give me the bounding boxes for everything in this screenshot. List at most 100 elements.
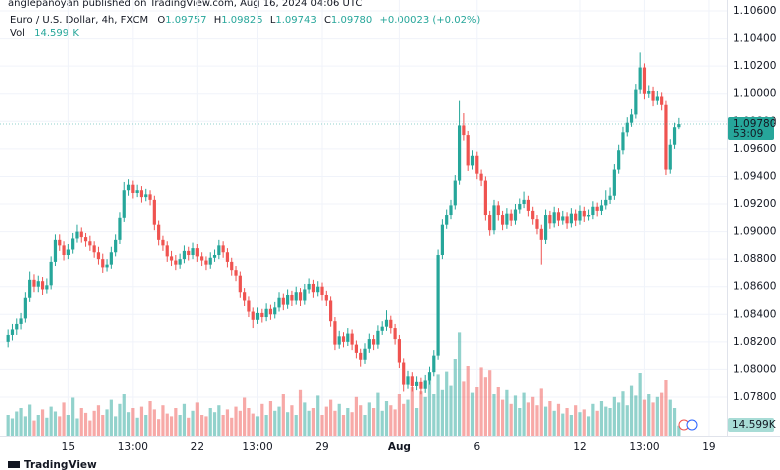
ohlc-label: C — [324, 15, 331, 26]
volume-bar — [539, 388, 543, 436]
volume-bar — [423, 396, 427, 436]
candle-body — [453, 180, 457, 206]
volume-bar — [599, 401, 604, 436]
candle-body — [367, 339, 371, 349]
candle-body — [122, 190, 126, 218]
volume-bar — [135, 417, 139, 436]
volume-bar — [440, 389, 444, 436]
volume-bar — [273, 410, 277, 436]
volume-bar — [462, 381, 466, 436]
candle-body — [329, 300, 333, 322]
volume-tag — [728, 418, 774, 432]
candle-body — [660, 96, 664, 105]
volume-bar — [578, 412, 582, 436]
volume-bar — [23, 416, 27, 436]
volume-bar — [582, 409, 586, 436]
volume-bar — [363, 415, 367, 436]
candle-body — [191, 248, 195, 256]
candle-body — [101, 259, 105, 268]
volume-bar — [389, 405, 393, 436]
volume-bar — [668, 399, 672, 436]
candle-body — [414, 381, 419, 386]
x-tick-label: 13:00 — [118, 441, 148, 453]
volume-bar — [303, 402, 307, 436]
candle-body — [157, 224, 161, 240]
candle-body — [346, 333, 350, 342]
volume-bar — [118, 403, 122, 436]
volume-bar — [543, 406, 548, 436]
volume-bar — [449, 385, 453, 436]
candle-body — [79, 231, 83, 238]
change-value: +0.00023 (+0.02%) — [379, 15, 480, 26]
volume-bar — [470, 392, 475, 436]
candle-body — [350, 333, 354, 345]
volume-bar — [238, 410, 242, 436]
candle-body — [148, 194, 152, 200]
candle-body — [440, 224, 444, 256]
volume-bar — [15, 411, 19, 436]
volume-bar — [660, 392, 664, 436]
volume-bar — [316, 395, 320, 436]
candle-body — [423, 380, 427, 389]
volume-bar — [522, 392, 526, 436]
x-tick-label: 22 — [191, 441, 204, 453]
candles-layer — [6, 52, 681, 395]
candle-body — [320, 286, 324, 295]
candle-body — [144, 194, 148, 198]
volume-bar — [152, 409, 156, 436]
volume-bar — [58, 416, 62, 436]
brand-name: TradingView — [24, 459, 97, 470]
candle-body — [277, 297, 281, 308]
y-tick-label: 1.07800 — [733, 391, 776, 403]
volume-bar — [384, 401, 389, 436]
volume-bar — [174, 408, 178, 436]
candle-body — [32, 279, 36, 287]
volume-bar — [294, 415, 298, 436]
candle-body — [23, 297, 27, 319]
volume-bar — [264, 415, 268, 436]
volume-bar — [445, 371, 449, 436]
candle-body — [535, 219, 539, 229]
candle-body — [204, 260, 208, 265]
candle-body — [655, 96, 659, 101]
candle-body — [298, 292, 303, 301]
volume-bar — [672, 408, 677, 436]
candle-body — [668, 144, 672, 170]
candle-body — [62, 245, 66, 256]
volume-bar — [169, 416, 174, 436]
candle-body — [66, 249, 70, 256]
volume-bar — [376, 392, 380, 436]
candle-body — [574, 213, 578, 221]
volume-bar — [475, 387, 479, 436]
candle-body — [341, 336, 346, 342]
candle-body — [40, 281, 45, 290]
volume-bar — [277, 406, 281, 436]
volume-bar — [350, 412, 354, 436]
candle-body — [234, 270, 238, 276]
candle-body — [432, 355, 436, 373]
x-tick-label: 15 — [62, 441, 75, 453]
candle-body — [543, 215, 548, 240]
volume-bar — [500, 399, 505, 436]
candle-body — [53, 239, 58, 262]
volume-bar — [230, 417, 234, 436]
candle-body — [466, 135, 470, 166]
y-tick-label: 1.09600 — [733, 143, 776, 155]
candle-body — [333, 321, 337, 345]
candle-body — [152, 199, 156, 225]
candle-body — [672, 127, 677, 145]
volume-bar — [483, 377, 487, 436]
flag-icon — [686, 419, 698, 431]
volume-legend: Vol 14.599 K — [10, 28, 79, 39]
candle-body — [427, 372, 432, 381]
volume-bar — [341, 415, 346, 436]
volume-bar — [298, 389, 303, 436]
x-tick-label: 6 — [473, 441, 480, 453]
candle-body — [488, 215, 492, 231]
volume-bar — [40, 409, 45, 436]
candle-body — [470, 155, 475, 166]
volume-bar — [406, 399, 410, 436]
volume-bar — [634, 395, 638, 436]
candle-body — [389, 319, 393, 329]
candle-body — [88, 241, 92, 246]
